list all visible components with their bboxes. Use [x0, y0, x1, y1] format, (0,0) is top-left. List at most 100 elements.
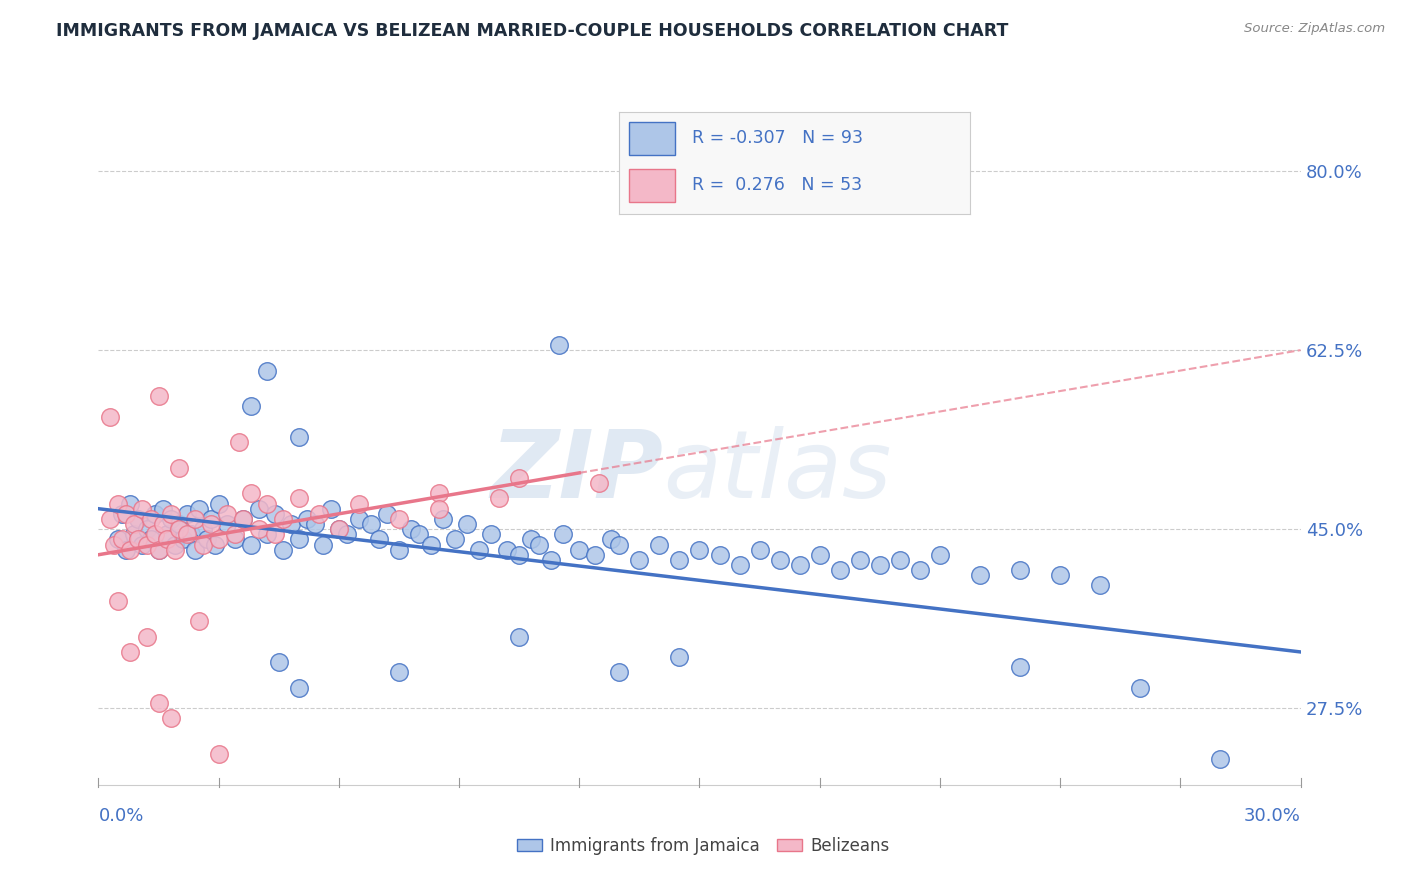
Point: [769, 553, 792, 567]
Point: [360, 517, 382, 532]
Point: [588, 476, 610, 491]
Point: [247, 501, 270, 516]
Point: [224, 527, 246, 541]
Point: [508, 630, 530, 644]
Point: [176, 527, 198, 541]
Point: [143, 527, 166, 541]
Point: [215, 517, 238, 532]
Point: [256, 527, 278, 541]
Point: [152, 517, 174, 532]
Point: [488, 491, 510, 506]
Point: [128, 533, 150, 547]
Point: [143, 507, 166, 521]
Point: [849, 553, 872, 567]
Text: IMMIGRANTS FROM JAMAICA VS BELIZEAN MARRIED-COUPLE HOUSEHOLDS CORRELATION CHART: IMMIGRANTS FROM JAMAICA VS BELIZEAN MARR…: [56, 22, 1008, 40]
Point: [159, 507, 181, 521]
Point: [929, 548, 952, 562]
Point: [148, 696, 170, 710]
Text: ZIP: ZIP: [491, 425, 664, 518]
Point: [427, 501, 450, 516]
Point: [120, 645, 142, 659]
Point: [420, 537, 443, 551]
Point: [529, 537, 551, 551]
Point: [789, 558, 811, 572]
Bar: [630, 122, 675, 154]
Point: [328, 522, 350, 536]
Point: [748, 542, 770, 557]
Point: [548, 338, 571, 352]
Text: R = -0.307   N = 93: R = -0.307 N = 93: [692, 129, 863, 147]
Point: [115, 542, 138, 557]
Point: [195, 533, 218, 547]
Point: [408, 527, 430, 541]
Point: [308, 507, 330, 521]
Point: [347, 512, 370, 526]
Point: [159, 711, 181, 725]
Point: [263, 507, 285, 521]
Point: [159, 512, 181, 526]
Point: [111, 507, 134, 521]
Point: [540, 553, 562, 567]
Text: R =  0.276   N = 53: R = 0.276 N = 53: [692, 177, 862, 194]
Point: [288, 430, 311, 444]
Point: [152, 501, 174, 516]
Point: [124, 517, 146, 532]
Point: [239, 486, 262, 500]
Point: [107, 497, 129, 511]
Point: [200, 517, 222, 532]
Point: [1049, 568, 1071, 582]
Point: [432, 512, 454, 526]
Point: [628, 553, 651, 567]
Bar: [630, 169, 675, 202]
Point: [224, 533, 246, 547]
Point: [107, 594, 129, 608]
Point: [172, 533, 194, 547]
Point: [347, 497, 370, 511]
Point: [215, 507, 238, 521]
Point: [183, 512, 205, 526]
Point: [496, 542, 519, 557]
Point: [239, 537, 262, 551]
Point: [468, 542, 491, 557]
Point: [600, 533, 623, 547]
Point: [444, 533, 467, 547]
Point: [247, 522, 270, 536]
Point: [609, 665, 631, 680]
Point: [668, 553, 690, 567]
Point: [204, 537, 226, 551]
Point: [908, 563, 931, 577]
Point: [187, 501, 209, 516]
Point: [583, 548, 606, 562]
Point: [103, 537, 125, 551]
Point: [388, 542, 411, 557]
Point: [288, 681, 311, 695]
Point: [312, 537, 335, 551]
Point: [163, 542, 186, 557]
Point: [256, 363, 278, 377]
Point: [191, 537, 214, 551]
Point: [183, 542, 205, 557]
Point: [368, 533, 391, 547]
Point: [135, 522, 157, 536]
Point: [167, 522, 190, 536]
Point: [271, 542, 294, 557]
Point: [288, 533, 311, 547]
Point: [388, 665, 411, 680]
Point: [191, 522, 214, 536]
Point: [280, 517, 302, 532]
Point: [232, 512, 254, 526]
Point: [553, 527, 575, 541]
Point: [135, 630, 157, 644]
Point: [148, 542, 170, 557]
Point: [508, 548, 530, 562]
Point: [155, 527, 177, 541]
Point: [180, 527, 202, 541]
Point: [100, 512, 122, 526]
Point: [163, 537, 186, 551]
Point: [889, 553, 911, 567]
Point: [1088, 578, 1111, 592]
Point: [336, 527, 359, 541]
Point: [232, 512, 254, 526]
Point: [668, 650, 690, 665]
Point: [187, 614, 209, 628]
